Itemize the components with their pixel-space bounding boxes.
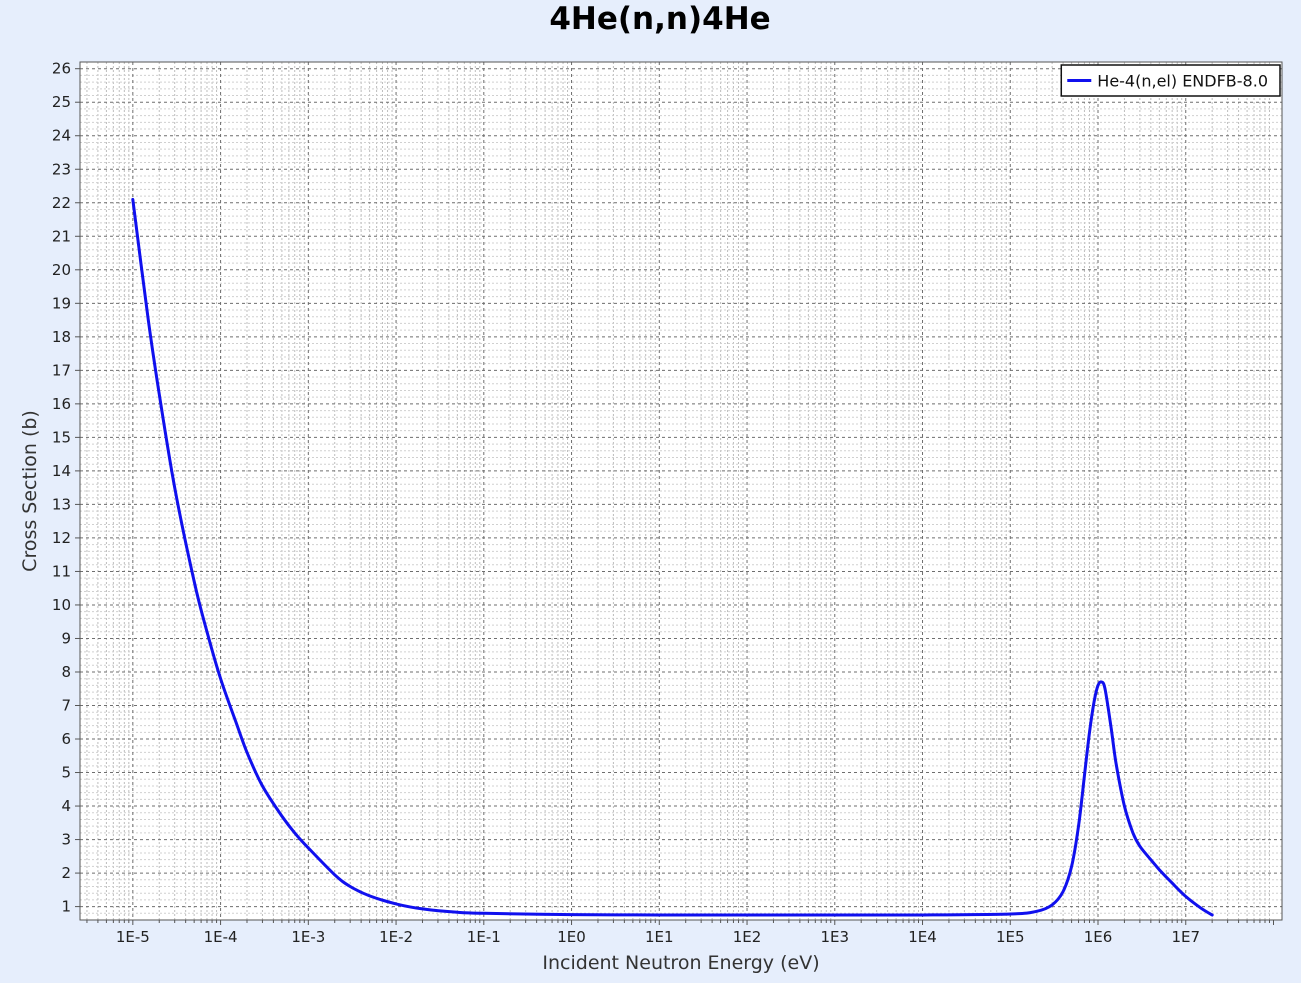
y-tick-label: 24: [52, 127, 71, 145]
plot-frame: [79, 61, 1283, 921]
y-tick-label: 3: [61, 831, 71, 849]
legend-label: He-4(n,el) ENDFB-8.0: [1097, 72, 1268, 91]
legend-box: [1060, 64, 1281, 97]
x-tick-label: 1E4: [908, 928, 937, 946]
x-tick-label: 1E3: [820, 928, 849, 946]
y-axis-label: Cross Section (b): [19, 410, 41, 572]
chart-title: 4He(n,n)4He: [549, 1, 770, 37]
y-tick-label: 23: [52, 160, 71, 178]
y-tick-label: 16: [52, 395, 71, 413]
x-tick-label: 1E-2: [379, 928, 413, 946]
y-tick-label: 4: [61, 797, 71, 815]
y-tick-label: 25: [52, 93, 71, 111]
legend: He-4(n,el) ENDFB-8.0: [1060, 64, 1281, 97]
y-tick-label: 14: [52, 462, 71, 480]
x-tick-label: 1E1: [645, 928, 674, 946]
y-tick-label: 6: [61, 730, 71, 748]
y-tick-label: 20: [52, 261, 71, 279]
y-tick-label: 9: [61, 629, 71, 647]
y-tick-label: 15: [52, 428, 71, 446]
y-tick-label: 7: [61, 697, 71, 715]
series-line: [131, 197, 1214, 917]
y-tick-label: 13: [52, 495, 71, 513]
y-tick-label: 5: [61, 764, 71, 782]
y-tick-label: 19: [52, 294, 71, 312]
y-tick-label: 18: [52, 328, 71, 346]
x-tick-label: 1E2: [733, 928, 762, 946]
y-axis-ticks: 1234567891011121314151617181920212223242…: [52, 60, 80, 916]
x-tick-label: 1E-1: [467, 928, 501, 946]
x-axis-ticks: 1E-5 1E-4 1E-3 1E-2 1E-1 1E0 1E1 1E2 1E3 1E4 1E5 1E…: [86, 920, 1274, 946]
y-tick-label: 8: [61, 663, 71, 681]
x-tick-label: 1E-4: [204, 928, 238, 946]
y-tick-label: 10: [52, 596, 71, 614]
x-tick-label: 1E-5: [116, 928, 150, 946]
y-tick-label: 12: [52, 529, 71, 547]
y-tick-label: 1: [61, 898, 71, 916]
x-tick-label: 1E6: [1084, 928, 1113, 946]
y-tick-label: 11: [52, 562, 71, 580]
grid: [80, 61, 1282, 921]
x-tick-label: 1E7: [1171, 928, 1200, 946]
x-tick-label: 1E0: [557, 928, 586, 946]
y-tick-label: 17: [52, 361, 71, 379]
y-tick-label: 26: [52, 60, 71, 78]
y-tick-label: 21: [52, 227, 71, 245]
y-tick-label: 22: [52, 194, 71, 212]
x-axis-label: Incident Neutron Energy (eV): [542, 952, 819, 974]
x-tick-label: 1E-3: [291, 928, 325, 946]
x-tick-label: 1E5: [996, 928, 1025, 946]
y-tick-label: 2: [61, 864, 71, 882]
